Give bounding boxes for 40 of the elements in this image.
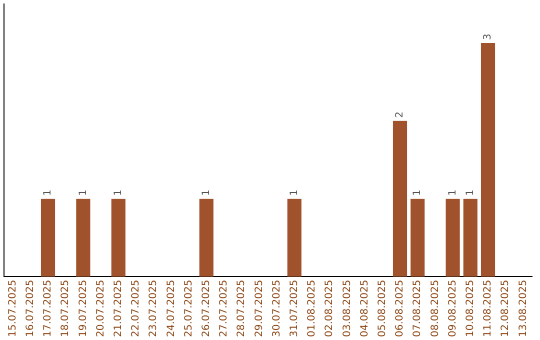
data-label: 1: [112, 189, 124, 196]
x-tick-label: 13.08.2025: [518, 280, 529, 338]
x-tick-label: 01.08.2025: [306, 280, 318, 338]
data-label: 1: [42, 189, 54, 196]
x-tick-label: 31.07.2025: [288, 280, 300, 338]
x-tick-label: 03.08.2025: [342, 280, 353, 338]
x-tick-label: 24.07.2025: [166, 280, 177, 338]
x-tick-label: 20.07.2025: [95, 280, 106, 338]
x-tick-label: 10.08.2025: [464, 280, 476, 338]
data-label: 1: [447, 189, 458, 196]
x-tick-label: 15.07.2025: [7, 280, 18, 338]
x-tick-label: 18.07.2025: [60, 280, 72, 338]
data-label: 1: [464, 189, 476, 196]
data-label: 1: [78, 189, 89, 196]
x-tick-label: 25.07.2025: [183, 280, 194, 338]
x-tick-label: 07.08.2025: [412, 280, 424, 338]
data-label: 3: [482, 34, 494, 40]
x-tick-label: 12.08.2025: [500, 280, 512, 338]
x-tick-label: 21.07.2025: [112, 280, 124, 338]
x-tick-label: 08.08.2025: [430, 280, 441, 338]
x-tick-label: 28.07.2025: [236, 280, 248, 338]
x-tick-label: 17.07.2025: [42, 280, 54, 338]
data-label: 1: [412, 189, 424, 196]
x-tick-label: 06.08.2025: [394, 280, 406, 338]
x-tick-label: 16.07.2025: [24, 280, 36, 338]
x-tick-label: 30.07.2025: [271, 280, 282, 338]
x-tick-label: 11.08.2025: [482, 280, 494, 338]
x-tick-label: 09.08.2025: [447, 280, 458, 338]
x-tick-label: 23.07.2025: [148, 280, 160, 338]
x-tick-label: 05.08.2025: [376, 280, 388, 338]
x-tick-label: 26.07.2025: [200, 280, 212, 338]
x-tick-label: 04.08.2025: [359, 280, 370, 338]
data-label: 1: [288, 189, 300, 196]
x-tick-label: 29.07.2025: [254, 280, 265, 338]
x-tick-label: 19.07.2025: [78, 280, 89, 338]
data-label: 2: [394, 112, 406, 118]
x-tick-label: 27.07.2025: [218, 280, 230, 338]
x-tick-label: 22.07.2025: [130, 280, 142, 338]
data-label: 1: [200, 189, 212, 196]
x-tick-label: 02.08.2025: [324, 280, 336, 338]
